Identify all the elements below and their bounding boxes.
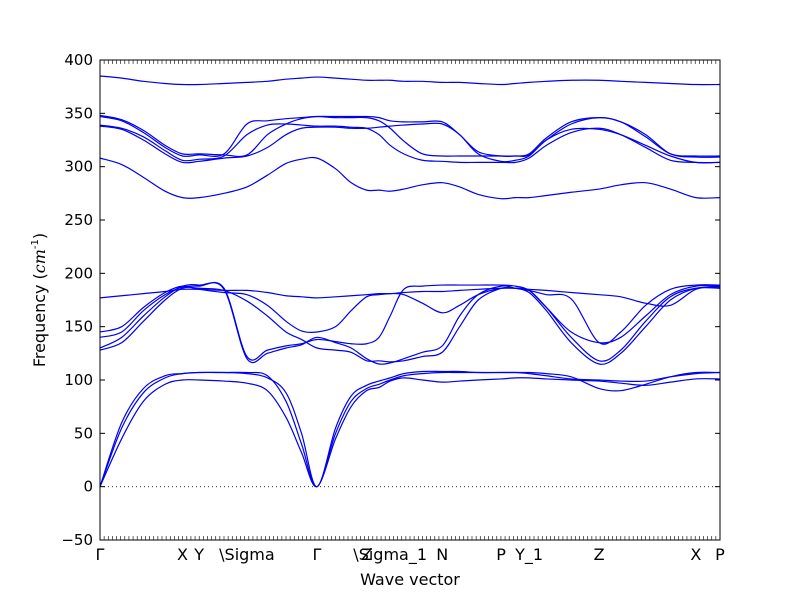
x-tick-label: \Sigma_1: [353, 545, 427, 565]
x-tick-label: Z: [361, 545, 372, 564]
y-axis-unit: cm: [30, 249, 49, 273]
y-axis-label-close: ): [30, 233, 49, 239]
band-line-13: [99, 114, 721, 158]
y-tick-label: 150: [64, 318, 93, 336]
x-tick-label: Y_1: [514, 545, 543, 565]
y-tick-label: 0: [83, 478, 93, 496]
x-tick-label: P: [496, 545, 506, 564]
y-axis-unit-exponent: -1: [30, 239, 41, 249]
y-tick-label: 350: [64, 104, 93, 122]
band-line-2: [99, 377, 721, 488]
x-tick-label: Γ: [96, 545, 105, 564]
y-axis-label-open: (: [30, 273, 49, 284]
series-layer: [99, 75, 721, 488]
x-tick-label: Z: [594, 545, 605, 564]
band-line-9: [99, 156, 721, 200]
x-tick-label: X: [690, 545, 701, 564]
x-axis-label: Wave vector: [360, 570, 460, 589]
x-tick-label: \Sigma: [219, 545, 275, 564]
y-axis-label: Frequency (cm-1): [30, 233, 49, 367]
y-tick-label: 250: [64, 211, 93, 229]
x-tick-label: X: [177, 545, 188, 564]
band-line-3: [99, 370, 721, 488]
y-tick-label: 300: [64, 158, 93, 176]
x-tick-label: Y: [193, 545, 204, 564]
y-tick-label: 400: [64, 51, 93, 69]
x-tick-label: N: [436, 545, 448, 564]
y-tick-label: −50: [61, 531, 93, 549]
y-axis-label-text: Frequency: [30, 285, 49, 368]
x-tick-label: P: [715, 545, 725, 564]
y-tick-label: 50: [74, 424, 93, 442]
band-line-14: [99, 75, 721, 86]
y-tick-label: 200: [64, 264, 93, 282]
y-tick-label: 100: [64, 371, 93, 389]
band-line-5: [99, 281, 721, 361]
band-line-7: [99, 285, 721, 307]
band-line-8: [99, 286, 721, 363]
band-line-11: [99, 123, 721, 164]
x-tick-label: Γ: [313, 545, 322, 564]
